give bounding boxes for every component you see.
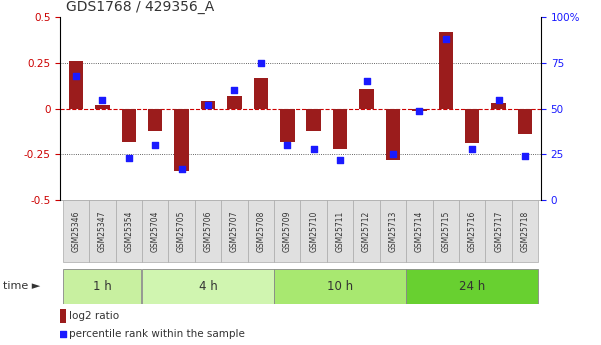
Bar (174, 109, 189, 171)
Point (203, 102, 213, 108)
Text: 4 h: 4 h (199, 280, 218, 293)
Bar (459, 200, 486, 262)
Bar (221, 200, 248, 262)
Text: 10 h: 10 h (327, 280, 353, 293)
Text: GSM25705: GSM25705 (177, 210, 186, 252)
Bar (195, 200, 221, 262)
Bar (380, 200, 406, 262)
Bar (439, 32, 453, 109)
Point (415, 108, 424, 113)
Bar (201, 101, 215, 109)
Point (230, 88, 239, 93)
Text: GSM25715: GSM25715 (441, 210, 450, 252)
Point (494, 97, 504, 102)
Point (124, 155, 133, 161)
Bar (280, 109, 294, 141)
Bar (142, 200, 168, 262)
Bar (353, 200, 380, 262)
Text: 1 h: 1 h (93, 280, 112, 293)
Bar (333, 109, 347, 149)
Bar (406, 200, 433, 262)
Point (309, 146, 319, 152)
Text: GSM25717: GSM25717 (494, 210, 503, 252)
Text: GSM25708: GSM25708 (257, 210, 266, 252)
Point (335, 157, 345, 162)
Bar (386, 109, 400, 160)
Bar (148, 109, 162, 131)
Bar (486, 200, 512, 262)
Bar (60, 309, 67, 323)
Text: GSM25710: GSM25710 (309, 210, 318, 252)
Text: log2 ratio: log2 ratio (69, 311, 120, 321)
Text: GSM25704: GSM25704 (151, 210, 160, 252)
Bar (518, 109, 532, 134)
Text: GSM25347: GSM25347 (98, 210, 107, 252)
Bar (227, 96, 242, 109)
Point (150, 142, 160, 148)
Text: GSM25706: GSM25706 (204, 210, 213, 252)
Text: GSM25714: GSM25714 (415, 210, 424, 252)
Bar (433, 200, 459, 262)
Text: GDS1768 / 429356_A: GDS1768 / 429356_A (66, 0, 215, 14)
Bar (412, 109, 427, 110)
Text: time ►: time ► (3, 282, 40, 291)
Text: 24 h: 24 h (459, 280, 486, 293)
Bar (121, 109, 136, 141)
Bar (274, 200, 300, 262)
Point (441, 37, 451, 42)
Bar (115, 200, 142, 262)
Text: GSM25718: GSM25718 (520, 210, 529, 252)
Point (228, 253, 238, 258)
Point (282, 142, 292, 148)
Bar (63, 269, 141, 304)
Bar (465, 109, 480, 144)
Text: GSM25711: GSM25711 (335, 210, 344, 252)
Bar (512, 200, 538, 262)
Point (71, 73, 81, 79)
Point (468, 146, 477, 152)
Bar (327, 200, 353, 262)
Bar (300, 200, 327, 262)
Bar (254, 78, 268, 109)
Point (256, 60, 266, 66)
Bar (89, 200, 115, 262)
Bar (63, 200, 89, 262)
Bar (307, 109, 321, 131)
Point (362, 79, 371, 84)
Point (177, 166, 186, 172)
Point (97, 97, 107, 102)
Bar (168, 200, 195, 262)
Text: GSM25707: GSM25707 (230, 210, 239, 252)
Text: GSM25709: GSM25709 (283, 210, 292, 252)
Bar (142, 269, 273, 304)
Text: GSM25354: GSM25354 (124, 210, 133, 252)
Bar (248, 200, 274, 262)
Text: GSM25716: GSM25716 (468, 210, 477, 252)
Text: GSM25713: GSM25713 (388, 210, 397, 252)
Point (388, 152, 398, 157)
Bar (359, 89, 374, 109)
Bar (492, 103, 506, 109)
Text: GSM25712: GSM25712 (362, 210, 371, 252)
Bar (69, 61, 83, 109)
Bar (274, 269, 406, 304)
Bar (406, 269, 538, 304)
Text: percentile rank within the sample: percentile rank within the sample (69, 329, 245, 339)
Bar (95, 105, 109, 109)
Point (520, 154, 530, 159)
Text: GSM25346: GSM25346 (72, 210, 81, 252)
